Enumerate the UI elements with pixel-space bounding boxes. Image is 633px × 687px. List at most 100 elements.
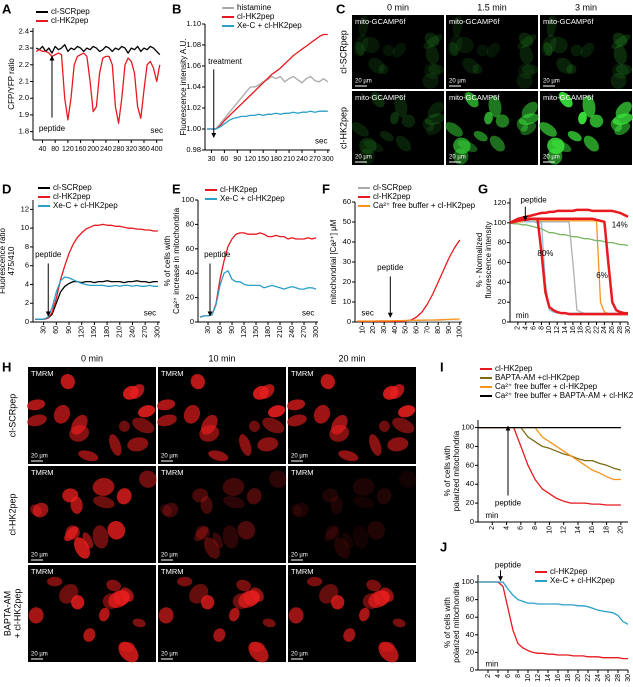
series-line xyxy=(35,49,161,124)
y-tick-label: 6 xyxy=(25,261,29,270)
y-axis-label: % of cells with xyxy=(163,236,172,287)
panel-letter: J xyxy=(440,539,447,554)
cell xyxy=(445,122,463,137)
panel-letter: C xyxy=(336,1,346,16)
x-tick-label: 10 xyxy=(546,326,553,334)
panel: D 0 2 4 6 8 10 12 30 60 90 120 150 180 210 240 270 300 Flu… xyxy=(0,181,162,337)
y-axis-label: polarized mitochondria xyxy=(452,582,461,663)
y-axis-label: 475/410 xyxy=(7,246,16,275)
cell xyxy=(320,373,335,390)
row-label: cl-SCRpep xyxy=(338,30,348,74)
x-tick-label: 10 xyxy=(359,326,366,334)
x-tick-label: 40 xyxy=(39,146,47,153)
y-axis-label: % - Normalized xyxy=(475,233,484,288)
cell xyxy=(319,584,339,604)
x-tick-label: 150 xyxy=(91,326,98,338)
cell xyxy=(93,496,115,509)
y-tick-label: 100 xyxy=(461,577,474,586)
y-tick-label: 2.2 xyxy=(19,60,29,69)
x-tick-label: 70 xyxy=(424,326,431,334)
y-axis-label: CFP/YFP ratio xyxy=(7,58,16,110)
cell xyxy=(109,434,122,456)
column-header: 20 min xyxy=(338,353,365,363)
cell xyxy=(366,579,382,592)
x-unit-label: sec xyxy=(144,309,156,318)
cell xyxy=(394,95,408,118)
micrograph xyxy=(352,91,444,165)
cell xyxy=(389,384,405,399)
x-tick-label: 18 xyxy=(565,674,572,682)
y-tick-label: 1.08 xyxy=(186,40,201,49)
cell xyxy=(351,122,369,137)
y-axis-label: % of cells with xyxy=(443,446,452,497)
x-tick-label: 14 xyxy=(562,326,569,334)
y-tick-label: 2 xyxy=(25,298,29,307)
scale-label: 20 µm xyxy=(543,79,560,85)
cell xyxy=(462,57,479,74)
x-tick-label: 12 xyxy=(561,526,568,534)
x-tick-label: 20 xyxy=(618,526,625,534)
x-tick-label: 2 xyxy=(489,526,496,530)
cell xyxy=(517,34,537,49)
y-tick-label: 0 xyxy=(25,317,29,326)
panel-letter: A xyxy=(2,1,12,16)
y-axis-label: Fluorescence intensity A.U. xyxy=(179,39,188,136)
cell xyxy=(583,135,599,152)
cell xyxy=(546,15,557,37)
cell xyxy=(292,502,309,518)
panel-letter: B xyxy=(172,1,181,16)
cell xyxy=(473,131,488,142)
x-tick-label: 210 xyxy=(117,326,124,338)
cell xyxy=(204,537,221,559)
cell xyxy=(422,72,439,89)
legend-label: cl-SCRpep xyxy=(373,183,412,192)
y-tick-label: 0 xyxy=(470,517,474,526)
cell xyxy=(107,520,126,540)
series-line xyxy=(207,33,328,130)
micrograph xyxy=(540,15,632,89)
image-label: mito-GCAMP6f xyxy=(449,93,500,102)
x-tick-label: 8 xyxy=(538,326,545,330)
cell xyxy=(424,32,440,47)
cell xyxy=(60,373,75,390)
cell xyxy=(78,450,99,462)
cell xyxy=(379,131,394,142)
cell xyxy=(92,525,109,549)
micrograph xyxy=(446,15,538,89)
cell xyxy=(223,496,245,509)
scale-label: 20 µm xyxy=(291,553,308,559)
cell xyxy=(551,140,572,152)
annotation: treatment xyxy=(208,57,243,66)
cell xyxy=(566,64,577,75)
cell xyxy=(290,504,302,516)
series-line xyxy=(509,222,629,247)
x-tick-label: 30 xyxy=(625,326,632,334)
y-tick-label: 20 xyxy=(466,498,474,507)
cell xyxy=(476,44,489,57)
image-panel: C 0 min 1.5 min 3 min cl-SCRpep mito-GCAMP6f 2… xyxy=(336,1,633,165)
y-tick-label: 80 xyxy=(498,238,506,247)
scale-label: 20 µm xyxy=(161,652,178,658)
y-tick-label: 60 xyxy=(498,257,506,266)
cell xyxy=(28,607,44,624)
y-tick-label: 40 xyxy=(498,277,506,286)
scale-label: 20 µm xyxy=(355,155,372,161)
x-tick-label: 2 xyxy=(485,674,492,678)
image-label: TMRM xyxy=(161,369,184,378)
cell xyxy=(190,373,205,390)
cell xyxy=(238,590,260,608)
series-line xyxy=(35,44,161,56)
y-tick-label: 12 xyxy=(21,204,29,213)
x-tick-label: 22 xyxy=(585,674,592,682)
scale-label: 20 µm xyxy=(449,155,466,161)
x-tick-label: 16 xyxy=(570,326,577,334)
panel-letter: D xyxy=(2,181,11,196)
cell xyxy=(543,41,553,56)
cell xyxy=(222,477,245,496)
cell xyxy=(489,135,505,152)
x-tick-label: 30 xyxy=(381,326,388,334)
x-tick-label: 360 xyxy=(138,146,150,153)
cell xyxy=(518,32,534,47)
cell xyxy=(195,525,210,540)
